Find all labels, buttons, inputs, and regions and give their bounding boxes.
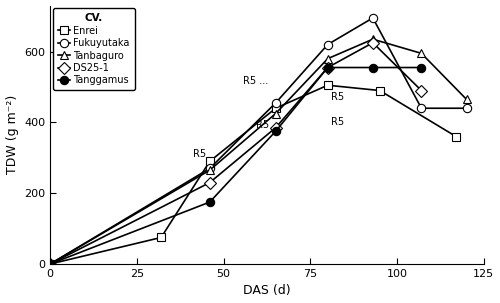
Y-axis label: TDW (g m⁻²): TDW (g m⁻²) <box>6 95 18 175</box>
Text: R5: R5 <box>331 92 344 102</box>
Text: R5: R5 <box>193 148 206 158</box>
Legend: Enrei, Fukuyutaka, Tanbaguro, DS25-1, Tanggamus: Enrei, Fukuyutaka, Tanbaguro, DS25-1, Ta… <box>53 8 134 90</box>
Text: R5: R5 <box>256 120 268 130</box>
Text: R5: R5 <box>331 117 344 127</box>
X-axis label: DAS (d): DAS (d) <box>243 285 291 298</box>
Text: R5 ...: R5 ... <box>244 76 268 86</box>
